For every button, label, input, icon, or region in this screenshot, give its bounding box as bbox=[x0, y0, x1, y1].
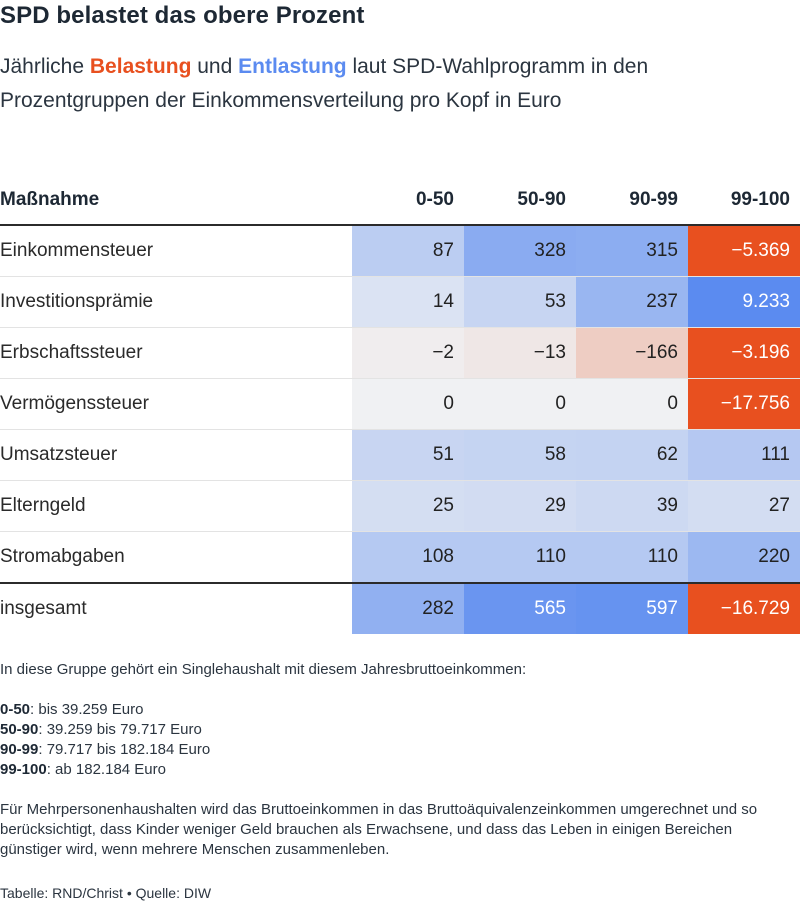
data-table: Maßnahme 0-50 50-90 90-99 99-100 Einkomm… bbox=[0, 176, 800, 634]
value-cell: 315 bbox=[576, 225, 688, 277]
value-cell: 62 bbox=[576, 429, 688, 481]
value-cell: 53 bbox=[464, 276, 576, 328]
row-label: Investitionsprämie bbox=[0, 276, 352, 328]
source-credit: Tabelle: RND/Christ • Quelle: DIW bbox=[0, 885, 212, 901]
total-value-cell: 565 bbox=[464, 582, 576, 634]
value-cell: 111 bbox=[688, 429, 800, 481]
header-row: Maßnahme 0-50 50-90 90-99 99-100 bbox=[0, 176, 800, 226]
value-cell: 110 bbox=[576, 531, 688, 584]
group-range: : 79.717 bis 182.184 Euro bbox=[38, 741, 211, 758]
legend-belastung: Belastung bbox=[89, 55, 192, 78]
group-key: 50-90 bbox=[0, 721, 39, 738]
group-definition: 50-90: 39.259 bis 79.717 Euro bbox=[0, 720, 790, 740]
group-key: 90-99 bbox=[0, 741, 39, 758]
value-cell: 0 bbox=[464, 378, 576, 430]
row-label: Elterngeld bbox=[0, 480, 352, 532]
value-cell: −13 bbox=[464, 327, 576, 379]
value-cell: 110 bbox=[464, 531, 576, 584]
value-cell: 29 bbox=[464, 480, 576, 532]
total-row: insgesamt 282 565 597 −16.729 bbox=[0, 582, 800, 634]
group-definition: 90-99: 79.717 bis 182.184 Euro bbox=[0, 740, 790, 760]
value-cell: −3.196 bbox=[688, 327, 800, 379]
value-cell: 108 bbox=[352, 531, 464, 584]
value-cell: 0 bbox=[576, 378, 688, 430]
footnote-intro: In diese Gruppe gehört ein Singlehaushal… bbox=[0, 661, 527, 678]
table-row: Investitionsprämie 14 53 237 9.233 bbox=[0, 276, 800, 328]
total-label: insgesamt bbox=[0, 582, 352, 634]
table-body: Einkommensteuer 87 328 315 −5.369 Investition… bbox=[0, 225, 800, 634]
subtitle-text: Jährliche bbox=[0, 55, 90, 78]
table-row: Einkommensteuer 87 328 315 −5.369 bbox=[0, 225, 800, 277]
group-definition: 0-50: bis 39.259 Euro bbox=[0, 700, 790, 720]
row-label: Erbschaftssteuer bbox=[0, 327, 352, 379]
value-cell: 0 bbox=[352, 378, 464, 430]
value-cell: 237 bbox=[576, 276, 688, 328]
value-cell: −166 bbox=[576, 327, 688, 379]
total-value-cell: 597 bbox=[576, 582, 688, 634]
footnote: In diese Gruppe gehört ein Singlehaushal… bbox=[0, 660, 790, 860]
row-label: Umsatzsteuer bbox=[0, 429, 352, 481]
row-label: Vermögenssteuer bbox=[0, 378, 352, 430]
value-cell: 87 bbox=[352, 225, 464, 277]
table-row: Vermögenssteuer 0 0 0 −17.756 bbox=[0, 378, 800, 430]
value-cell: 328 bbox=[464, 225, 576, 277]
column-header: 0-50 bbox=[352, 176, 464, 226]
value-cell: −17.756 bbox=[688, 378, 800, 430]
footnote-explanation: Für Mehrpersonenhaushalten wird das Brut… bbox=[0, 801, 758, 858]
group-key: 0-50 bbox=[0, 701, 31, 718]
table-row: Umsatzsteuer 51 58 62 111 bbox=[0, 429, 800, 481]
value-cell: 39 bbox=[576, 480, 688, 532]
subtitle-text: laut SPD-Wahlprogramm in den Prozentgrup… bbox=[0, 55, 649, 112]
chart-subtitle: Jährliche Belastung und Entlastung laut … bbox=[0, 50, 780, 118]
value-cell: 27 bbox=[688, 480, 800, 532]
column-header: 90-99 bbox=[576, 176, 688, 226]
value-cell: 58 bbox=[464, 429, 576, 481]
column-header: 50-90 bbox=[464, 176, 576, 226]
table-row: Stromabgaben 108 110 110 220 bbox=[0, 531, 800, 584]
group-range: : 39.259 bis 79.717 Euro bbox=[38, 721, 202, 738]
value-cell: 220 bbox=[688, 531, 800, 584]
total-value-cell: 282 bbox=[352, 582, 464, 634]
row-label: Einkommensteuer bbox=[0, 225, 352, 277]
column-header: 99-100 bbox=[688, 176, 800, 226]
value-cell: −2 bbox=[352, 327, 464, 379]
table-row: Erbschaftssteuer −2 −13 −166 −3.196 bbox=[0, 327, 800, 379]
group-definition: 99-100: ab 182.184 Euro bbox=[0, 760, 790, 780]
value-cell: −5.369 bbox=[688, 225, 800, 277]
group-key: 99-100 bbox=[0, 761, 47, 778]
subtitle-text: und bbox=[191, 55, 239, 78]
column-header: Maßnahme bbox=[0, 176, 352, 226]
value-cell: 51 bbox=[352, 429, 464, 481]
value-cell: 14 bbox=[352, 276, 464, 328]
total-value-cell: −16.729 bbox=[688, 582, 800, 634]
table-row: Elterngeld 25 29 39 27 bbox=[0, 480, 800, 532]
chart-title: SPD belastet das obere Prozent bbox=[0, 2, 365, 29]
row-label: Stromabgaben bbox=[0, 531, 352, 584]
value-cell: 25 bbox=[352, 480, 464, 532]
value-cell: 9.233 bbox=[688, 276, 800, 328]
legend-entlastung: Entlastung bbox=[238, 55, 347, 78]
group-range: : bis 39.259 Euro bbox=[30, 701, 144, 718]
group-range: : ab 182.184 Euro bbox=[46, 761, 166, 778]
